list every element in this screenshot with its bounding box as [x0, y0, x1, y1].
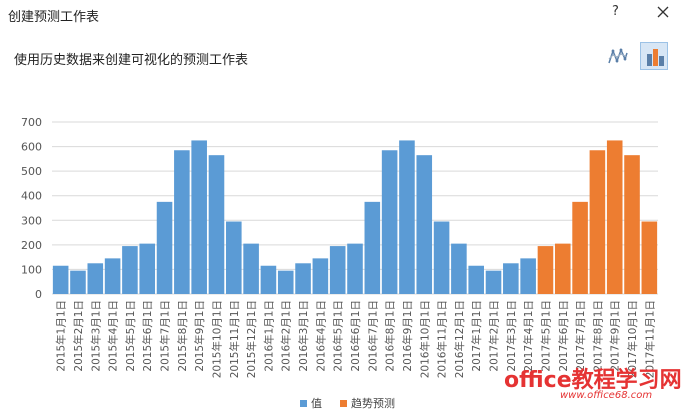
x-tick-label: 2015年9月1日 [193, 300, 206, 372]
value-bar [347, 243, 363, 294]
x-tick-label: 2017年4月1日 [522, 300, 535, 372]
value-bar [243, 243, 259, 294]
legend-item: 值 [300, 395, 322, 411]
x-tick-label: 2015年7月1日 [159, 300, 172, 372]
value-bar [381, 150, 398, 294]
value-bar [329, 246, 346, 294]
value-bar [52, 265, 69, 294]
help-button[interactable]: ? [612, 4, 619, 19]
x-tick-label: 2017年6月1日 [557, 300, 570, 372]
legend-swatch [300, 400, 307, 407]
bar-chart-icon [647, 49, 664, 66]
x-tick-label: 2017年9月1日 [609, 300, 622, 372]
y-tick-label: 0 [35, 288, 42, 301]
value-bar [260, 265, 277, 294]
x-tick-label: 2017年2月1日 [488, 300, 501, 372]
value-bar [433, 221, 450, 294]
x-tick-label: 2015年4月1日 [107, 300, 120, 372]
x-tick-label: 2017年7月1日 [574, 300, 587, 372]
x-tick-label: 2015年3月1日 [89, 300, 102, 372]
value-bar [485, 270, 502, 294]
legend-item: 趋势预测 [340, 395, 395, 411]
chart-legend: 值 趋势预测 [300, 395, 413, 411]
value-bar [139, 243, 156, 294]
x-tick-label: 2017年5月1日 [539, 300, 552, 372]
value-bar [226, 221, 242, 294]
bar-chart-view-button[interactable] [640, 42, 668, 70]
legend-label: 趋势预测 [351, 397, 395, 410]
x-tick-label: 2017年3月1日 [505, 300, 518, 372]
x-tick-label: 2016年2月1日 [280, 300, 293, 372]
x-tick-label: 2016年10月1日 [418, 300, 431, 378]
value-bar [520, 258, 536, 294]
value-bar [208, 155, 225, 294]
line-chart-view-button[interactable] [604, 42, 632, 70]
legend-swatch [340, 400, 347, 407]
forecast-bar [589, 150, 606, 294]
y-tick-label: 700 [21, 116, 42, 129]
y-tick-label: 300 [21, 214, 42, 227]
value-bar [451, 243, 467, 294]
forecast-bar [554, 243, 571, 294]
forecast-bar [606, 140, 623, 294]
forecast-bar [641, 221, 658, 294]
x-tick-label: 2015年11月1日 [228, 300, 241, 378]
x-tick-label: 2015年6月1日 [141, 300, 154, 372]
x-tick-label: 2015年8月1日 [176, 300, 189, 372]
x-tick-label: 2016年9月1日 [401, 300, 414, 372]
forecast-bar [624, 155, 640, 294]
value-bar [312, 258, 329, 294]
value-bar [503, 263, 519, 294]
x-tick-label: 2016年6月1日 [349, 300, 362, 372]
y-tick-label: 500 [21, 165, 42, 178]
x-tick-label: 2015年5月1日 [124, 300, 137, 372]
watermark-text: office教程学习网 [504, 368, 682, 393]
value-bar [468, 265, 484, 294]
value-bar [191, 140, 207, 294]
line-chart-icon [608, 47, 628, 64]
value-bar [277, 270, 294, 294]
forecast-bar [572, 201, 588, 294]
value-bar [104, 258, 121, 294]
x-tick-label: 2016年5月1日 [332, 300, 345, 372]
value-bar [122, 246, 138, 294]
value-bar [70, 270, 86, 294]
value-bar [156, 201, 173, 294]
x-tick-label: 2016年11月1日 [436, 300, 449, 378]
x-tick-label: 2017年1月1日 [470, 300, 483, 372]
x-tick-label: 2016年4月1日 [314, 300, 327, 372]
x-tick-label: 2017年11月1日 [643, 300, 656, 378]
x-tick-label: 2016年12月1日 [453, 300, 466, 378]
x-tick-label: 2016年8月1日 [384, 300, 397, 372]
dialog-subtitle: 使用历史数据来创建可视化的预测工作表 [14, 53, 249, 68]
watermark-url: www.office68.com [560, 390, 653, 401]
value-bar [174, 150, 190, 294]
y-tick-label: 100 [21, 263, 42, 276]
title-bar: 创建预测工作表 ? [0, 0, 685, 30]
value-bar [399, 140, 415, 294]
y-tick-label: 400 [21, 190, 42, 203]
y-tick-label: 200 [21, 239, 42, 252]
x-tick-label: 2015年12月1日 [245, 300, 258, 378]
x-tick-label: 2015年2月1日 [72, 300, 85, 372]
x-tick-label: 2015年1月1日 [55, 300, 68, 372]
x-tick-label: 2016年3月1日 [297, 300, 310, 372]
x-tick-label: 2017年8月1日 [591, 300, 604, 372]
close-icon[interactable] [655, 4, 671, 20]
value-bar [364, 201, 381, 294]
x-tick-label: 2017年10月1日 [626, 300, 639, 378]
forecast-bar [537, 246, 554, 294]
value-bar [295, 263, 311, 294]
value-bar [416, 155, 433, 294]
x-tick-label: 2015年10月1日 [210, 300, 223, 378]
x-tick-label: 2016年7月1日 [366, 300, 379, 372]
y-tick-label: 600 [21, 141, 42, 154]
x-tick-label: 2016年1月1日 [262, 300, 275, 372]
forecast-chart: 0 100 200 300 400 500 600 700 2015年1月1日 2015年2月1日… [21, 116, 658, 378]
value-bar [87, 263, 104, 294]
legend-label: 值 [311, 397, 322, 410]
dialog-title: 创建预测工作表 [8, 10, 100, 25]
